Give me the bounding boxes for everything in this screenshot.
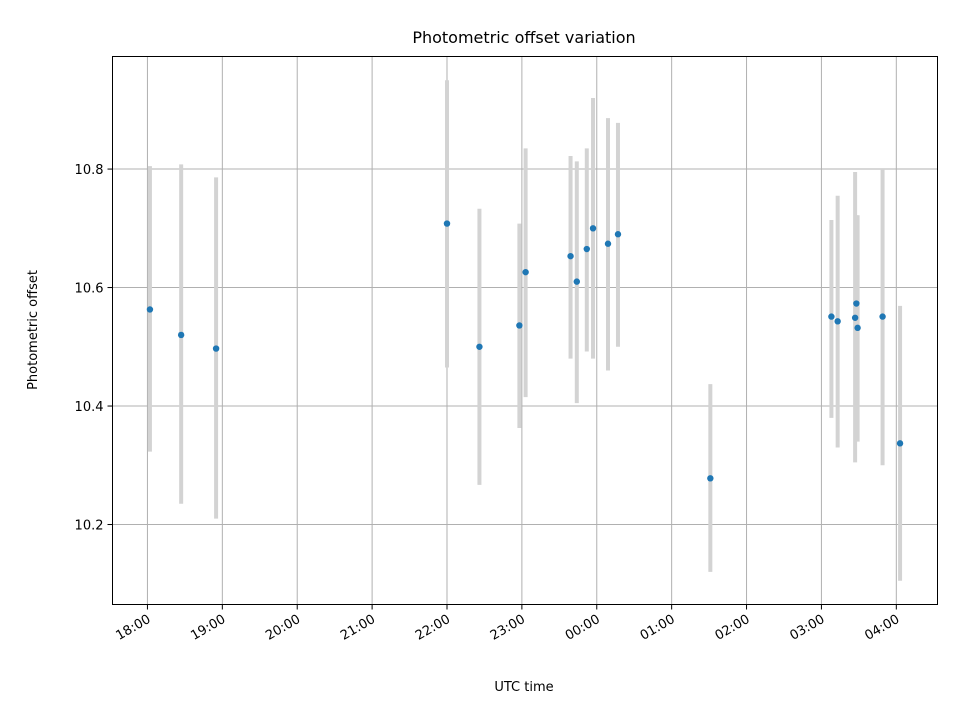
x-tick-label: 04:00 [862,612,902,644]
data-point [177,331,185,339]
data-point [573,278,580,285]
data-point [604,240,612,247]
y-tick-label: 10.4 [75,400,104,415]
data-point [583,245,590,253]
data-point [522,268,529,276]
data-point [707,475,714,482]
data-point [879,313,886,320]
y-tick-label: 10.6 [75,282,104,297]
y-tick-label: 10.2 [75,519,104,534]
x-tick-label: 00:00 [563,612,603,644]
x-tick-label: 03:00 [787,612,827,644]
x-tick-label: 18:00 [113,612,153,644]
data-point [854,324,861,332]
x-axis: 18:00 19:00 20:00 21:00 22:00 23:00 00:00 01:00… [113,604,902,644]
data-point [853,300,860,307]
data-point [212,345,220,352]
x-tick-label: 19:00 [188,612,228,644]
data-points [146,220,904,482]
y-axis: 10.2 10.4 10.6 10.8 [75,163,113,534]
data-point [896,440,904,447]
data-point [516,322,523,329]
plot-frame [112,56,938,605]
x-tick-label: 21:00 [338,612,378,644]
error-bars [147,80,903,581]
data-point [828,313,835,320]
x-tick-label: 23:00 [488,612,528,644]
y-tick-label: 10.8 [75,163,104,178]
data-point [614,231,622,238]
data-point [834,318,841,325]
data-point [146,306,154,313]
x-tick-label: 01:00 [638,612,678,644]
data-point [589,225,597,232]
data-point [443,220,451,227]
x-tick-label: 02:00 [713,612,753,644]
x-tick-label: 20:00 [263,612,303,644]
data-point [567,252,574,260]
chart-title: Photometric offset variation [412,28,635,47]
data-point [851,314,859,321]
x-tick-label: 22:00 [413,612,453,644]
y-axis-label: Photometric offset [26,270,41,390]
data-point [476,343,483,350]
x-axis-label: UTC time [494,680,553,695]
